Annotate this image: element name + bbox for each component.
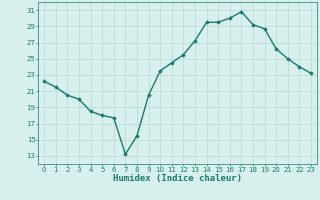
X-axis label: Humidex (Indice chaleur): Humidex (Indice chaleur) xyxy=(113,174,242,183)
